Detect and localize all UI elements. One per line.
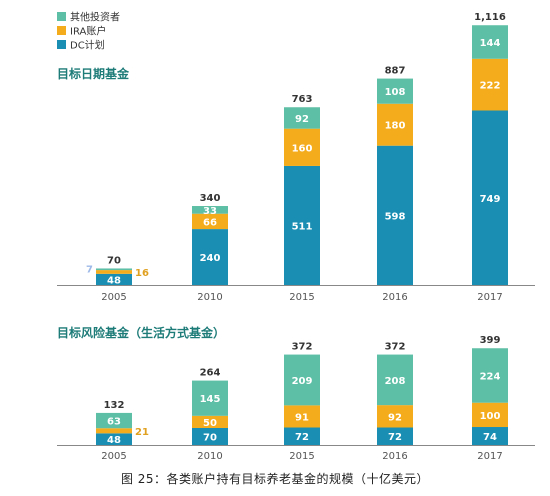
total-label-2017-p2: 399 <box>480 335 501 346</box>
label-ira-2015-p2: 91 <box>295 412 309 423</box>
label-ira-2016-p1: 180 <box>385 121 406 132</box>
bar-dc-2010-p2 <box>192 427 228 445</box>
x-tick-2017-p1: 2017 <box>477 292 502 303</box>
bar-dc-2010-p1 <box>192 229 228 285</box>
bar-ira-2005-p2 <box>96 428 132 434</box>
label-other-2017-p2: 224 <box>480 371 501 382</box>
label-dc-2010-p2: 70 <box>203 432 217 443</box>
bar-dc-2017-p2 <box>472 427 508 445</box>
label-ira-2005-p2: 21 <box>135 427 149 438</box>
label-dc-2005-p2: 48 <box>107 435 121 446</box>
bar-dc-2015-p1 <box>284 165 320 285</box>
x-tick-2017-p2: 2017 <box>477 451 502 462</box>
bar-ira-2016-p1 <box>377 103 413 146</box>
bar-ira-2010-p2 <box>192 415 228 428</box>
bar-dc-2005-p2 <box>96 433 132 445</box>
label-dc-2017-p1: 749 <box>480 194 501 205</box>
legend-label-dc: DC计划 <box>70 39 105 52</box>
bar-other-2010-p1 <box>192 206 228 214</box>
total-label-2005-p1: 70 <box>107 255 121 266</box>
legend-label-ira: IRA账户 <box>70 25 106 38</box>
bar-other-2010-p2 <box>192 380 228 416</box>
bar-other-2015-p1 <box>284 107 320 129</box>
label-other-2015-p2: 209 <box>292 376 313 387</box>
label-ira-2017-p2: 100 <box>480 411 501 422</box>
label-other-2010-p2: 145 <box>200 394 221 405</box>
x-tick-2015-p2: 2015 <box>289 451 314 462</box>
total-label-2016-p2: 372 <box>385 342 406 353</box>
bar-ira-2005-p1 <box>96 270 132 274</box>
panel-title-1: 目标日期基金 <box>57 66 130 81</box>
label-other-2016-p2: 208 <box>385 376 406 387</box>
panel-title-2: 目标风险基金（生活方式基金） <box>57 325 225 340</box>
total-label-2017-p1: 1,116 <box>474 12 506 23</box>
x-tick-2016-p1: 2016 <box>382 292 407 303</box>
bar-ira-2017-p1 <box>472 58 508 111</box>
bar-other-2005-p2 <box>96 412 132 429</box>
x-tick-2015-p1: 2015 <box>289 292 314 303</box>
x-tick-2005-p2: 2005 <box>101 451 126 462</box>
bar-ira-2010-p1 <box>192 213 228 230</box>
bar-other-2005-p1 <box>96 268 132 271</box>
bar-other-2017-p2 <box>472 348 508 403</box>
bar-ira-2015-p1 <box>284 128 320 166</box>
bar-other-2015-p2 <box>284 354 320 406</box>
label-ira-2015-p1: 160 <box>292 143 313 154</box>
total-label-2015-p1: 763 <box>292 94 313 105</box>
label-ira-2005-p1: 16 <box>135 268 149 279</box>
label-dc-2017-p2: 74 <box>483 432 497 443</box>
label-dc-2015-p2: 72 <box>295 432 309 443</box>
label-other-2010-p1: 33 <box>203 206 217 217</box>
x-tick-2005-p1: 2005 <box>101 292 126 303</box>
label-ira-2010-p2: 50 <box>203 418 217 429</box>
label-other-2016-p1: 108 <box>385 87 406 98</box>
bar-other-2016-p1 <box>377 78 413 104</box>
bar-dc-2016-p2 <box>377 427 413 445</box>
figure-caption: 图 25：各类账户持有目标养老基金的规模（十亿美元） <box>120 472 430 486</box>
legend-swatch-dc <box>57 40 66 49</box>
label-ira-2010-p1: 66 <box>203 217 217 228</box>
label-ira-2016-p2: 92 <box>388 412 402 423</box>
label-dc-2016-p2: 72 <box>388 432 402 443</box>
bar-ira-2017-p2 <box>472 402 508 428</box>
total-label-2010-p2: 264 <box>200 368 221 379</box>
bar-ira-2015-p2 <box>284 405 320 428</box>
total-label-2015-p2: 372 <box>292 342 313 353</box>
bar-dc-2016-p1 <box>377 145 413 285</box>
label-dc-2015-p1: 511 <box>292 221 313 232</box>
bar-dc-2005-p1 <box>96 273 132 285</box>
total-label-2010-p1: 340 <box>200 193 221 204</box>
x-tick-2016-p2: 2016 <box>382 451 407 462</box>
total-label-2005-p2: 132 <box>104 400 125 411</box>
bar-dc-2017-p1 <box>472 110 508 285</box>
label-other-2005-p2: 63 <box>107 417 121 428</box>
label-dc-2010-p1: 240 <box>200 253 221 264</box>
label-ira-2017-p1: 222 <box>480 81 501 92</box>
label-other-2017-p1: 144 <box>480 38 501 49</box>
bar-dc-2015-p2 <box>284 427 320 445</box>
label-other-2005-p1: 7 <box>86 264 93 275</box>
legend-label-other: 其他投资者 <box>70 11 120 24</box>
label-other-2015-p1: 92 <box>295 114 309 125</box>
bar-other-2016-p2 <box>377 354 413 406</box>
x-tick-2010-p1: 2010 <box>197 292 222 303</box>
total-label-2016-p1: 887 <box>385 66 406 77</box>
legend-swatch-ira <box>57 26 66 35</box>
bar-ira-2016-p2 <box>377 405 413 428</box>
legend-swatch-other <box>57 12 66 21</box>
bar-other-2017-p1 <box>472 25 508 59</box>
label-dc-2016-p1: 598 <box>385 211 406 222</box>
x-tick-2010-p2: 2010 <box>197 451 222 462</box>
label-dc-2005-p1: 48 <box>107 275 121 286</box>
